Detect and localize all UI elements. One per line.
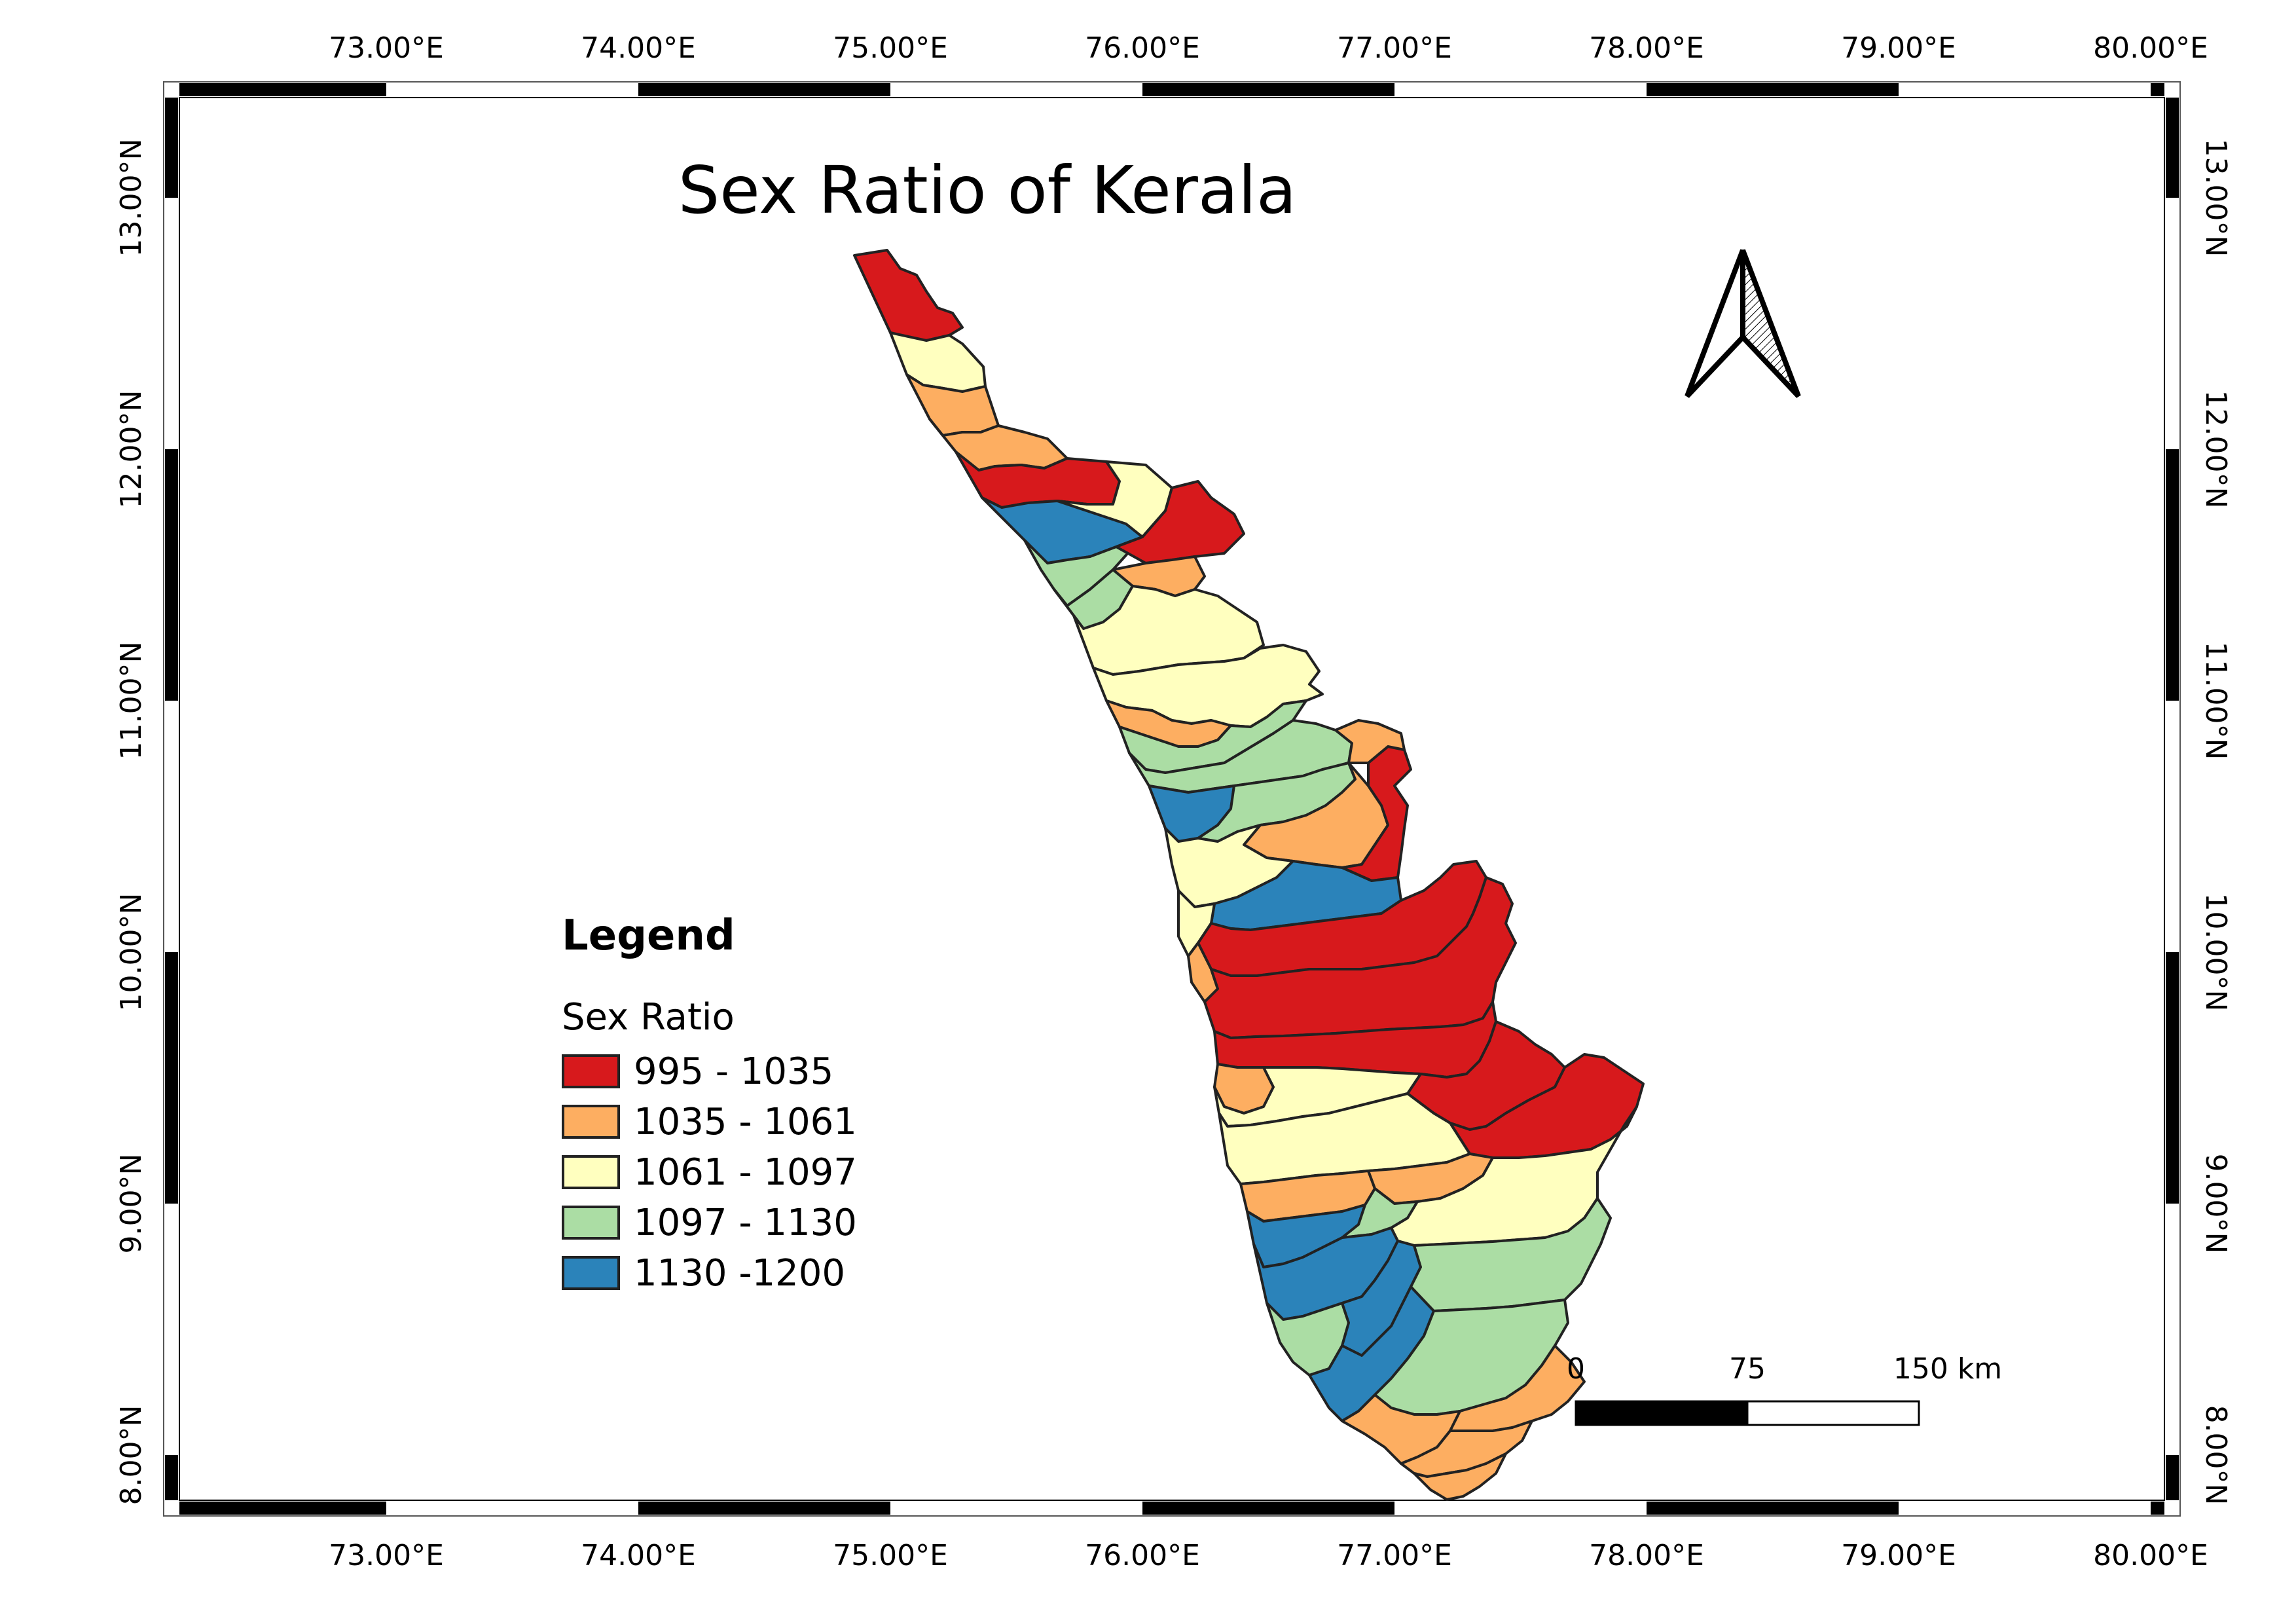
district-region (1056, 460, 1173, 538)
lat-label-right: 8.00°N (2199, 1405, 2232, 1505)
frame-segment (179, 83, 386, 96)
frame-segment (1647, 1502, 1899, 1515)
lat-label-left: 10.00°N (115, 893, 148, 1012)
scale-label-0: 0 (1567, 1352, 1585, 1386)
lat-label-left: 12.00°N (115, 390, 148, 509)
lat-label-right: 10.00°N (2199, 893, 2232, 1012)
map-title: Sex Ratio of Kerala (678, 152, 1296, 229)
lat-label-right: 12.00°N (2199, 390, 2232, 509)
scale-label-150: 150 km (1893, 1352, 2002, 1386)
frame-segment (165, 449, 178, 701)
lon-label-bottom: 80.00°E (2093, 1539, 2208, 1572)
frame-segment (2166, 1204, 2179, 1455)
lon-label-top: 78.00°E (1589, 31, 1704, 65)
lon-label-top: 76.00°E (1085, 31, 1200, 65)
legend-swatch (562, 1054, 620, 1088)
lat-label-left: 8.00°N (115, 1405, 148, 1505)
frame-segment (165, 701, 178, 952)
frame-segment (890, 1502, 1142, 1515)
frame-segment (386, 1502, 638, 1515)
frame-segment (1899, 83, 2151, 96)
legend-swatch (562, 1206, 620, 1240)
scale-bar: 0 75 150 km (1567, 1352, 2002, 1426)
legend-swatch (562, 1105, 620, 1139)
legend-heading: Legend (562, 912, 735, 960)
frame-segment (2166, 1455, 2179, 1500)
lon-label-top: 77.00°E (1337, 31, 1452, 65)
legend-subtitle: Sex Ratio (562, 996, 735, 1039)
legend-item: 1061 - 1097 (562, 1151, 857, 1194)
legend-label: 1035 - 1061 (634, 1101, 857, 1143)
lon-label-bottom: 77.00°E (1337, 1539, 1452, 1572)
frame-segment (1142, 1502, 1394, 1515)
lat-label-right: 11.00°N (2199, 642, 2232, 760)
lon-label-top: 80.00°E (2093, 31, 2208, 65)
frame-segment (165, 198, 178, 449)
frame-segment (2166, 701, 2179, 952)
frame-segment (1142, 83, 1394, 96)
frame-segment (179, 1502, 386, 1515)
legend: Legend Sex Ratio 995 - 1035 1035 - 1061 … (562, 912, 857, 1295)
district-region (1413, 1452, 1507, 1501)
lat-label-right: 13.00°N (2199, 139, 2232, 257)
latitude-labels-right: 13.00°N 12.00°N 11.00°N 10.00°N 9.00°N 8… (2199, 139, 2232, 1505)
legend-swatch (562, 1155, 620, 1189)
lon-label-bottom: 73.00°E (329, 1539, 444, 1572)
frame-segment (1394, 1502, 1647, 1515)
frame-segment (638, 1502, 890, 1515)
frame-segment (638, 83, 890, 96)
scale-label-75: 75 (1729, 1352, 1766, 1386)
district-region (1334, 719, 1406, 764)
lon-label-bottom: 76.00°E (1085, 1539, 1200, 1572)
legend-item: 1035 - 1061 (562, 1101, 857, 1143)
legend-label: 1097 - 1130 (634, 1202, 857, 1244)
frame-segment (2151, 83, 2164, 96)
frame-segment (2166, 449, 2179, 701)
lon-label-bottom: 75.00°E (833, 1539, 948, 1572)
frame-segment (1394, 83, 1647, 96)
graticule-frame (165, 83, 2179, 1515)
lon-label-top: 74.00°E (581, 31, 696, 65)
lat-label-left: 13.00°N (115, 139, 148, 257)
frame-segment (2166, 952, 2179, 1204)
lon-label-bottom: 79.00°E (1841, 1539, 1956, 1572)
legend-label: 1061 - 1097 (634, 1151, 857, 1194)
legend-item: 995 - 1035 (562, 1050, 833, 1093)
longitude-labels-bottom: 73.00°E 74.00°E 75.00°E 76.00°E 77.00°E … (329, 1539, 2208, 1572)
frame-segment (386, 83, 638, 96)
legend-item: 1130 -1200 (562, 1252, 845, 1295)
frame-segment (165, 1204, 178, 1455)
lon-label-top: 75.00°E (833, 31, 948, 65)
frame-segment (165, 1455, 178, 1500)
frame-segment (890, 83, 1142, 96)
frame-segment (2151, 1502, 2164, 1515)
lat-label-left: 9.00°N (115, 1154, 148, 1254)
lat-label-left: 11.00°N (115, 642, 148, 760)
legend-label: 1130 -1200 (634, 1252, 845, 1295)
frame-segment (165, 98, 178, 198)
scale-bar-segment-white (1746, 1400, 1920, 1426)
frame-segment (165, 952, 178, 1204)
lon-label-top: 79.00°E (1841, 31, 1956, 65)
legend-swatch (562, 1256, 620, 1290)
frame-segment (1899, 1502, 2151, 1515)
north-arrow-icon (1685, 249, 1801, 398)
latitude-labels-left: 13.00°N 12.00°N 11.00°N 10.00°N 9.00°N 8… (115, 139, 148, 1505)
frame-segment (1647, 83, 1899, 96)
legend-item: 1097 - 1130 (562, 1202, 857, 1244)
longitude-labels-top: 73.00°E 74.00°E 75.00°E 76.00°E 77.00°E … (329, 31, 2208, 65)
lon-label-bottom: 78.00°E (1589, 1539, 1704, 1572)
scale-bar-segment-black (1575, 1400, 1749, 1426)
lon-label-bottom: 74.00°E (581, 1539, 696, 1572)
lon-label-top: 73.00°E (329, 31, 444, 65)
frame-segment (2166, 98, 2179, 198)
legend-label: 995 - 1035 (634, 1050, 833, 1093)
frame-segment (2166, 198, 2179, 449)
kerala-choropleth (853, 249, 1645, 1501)
lat-label-right: 9.00°N (2199, 1154, 2232, 1254)
